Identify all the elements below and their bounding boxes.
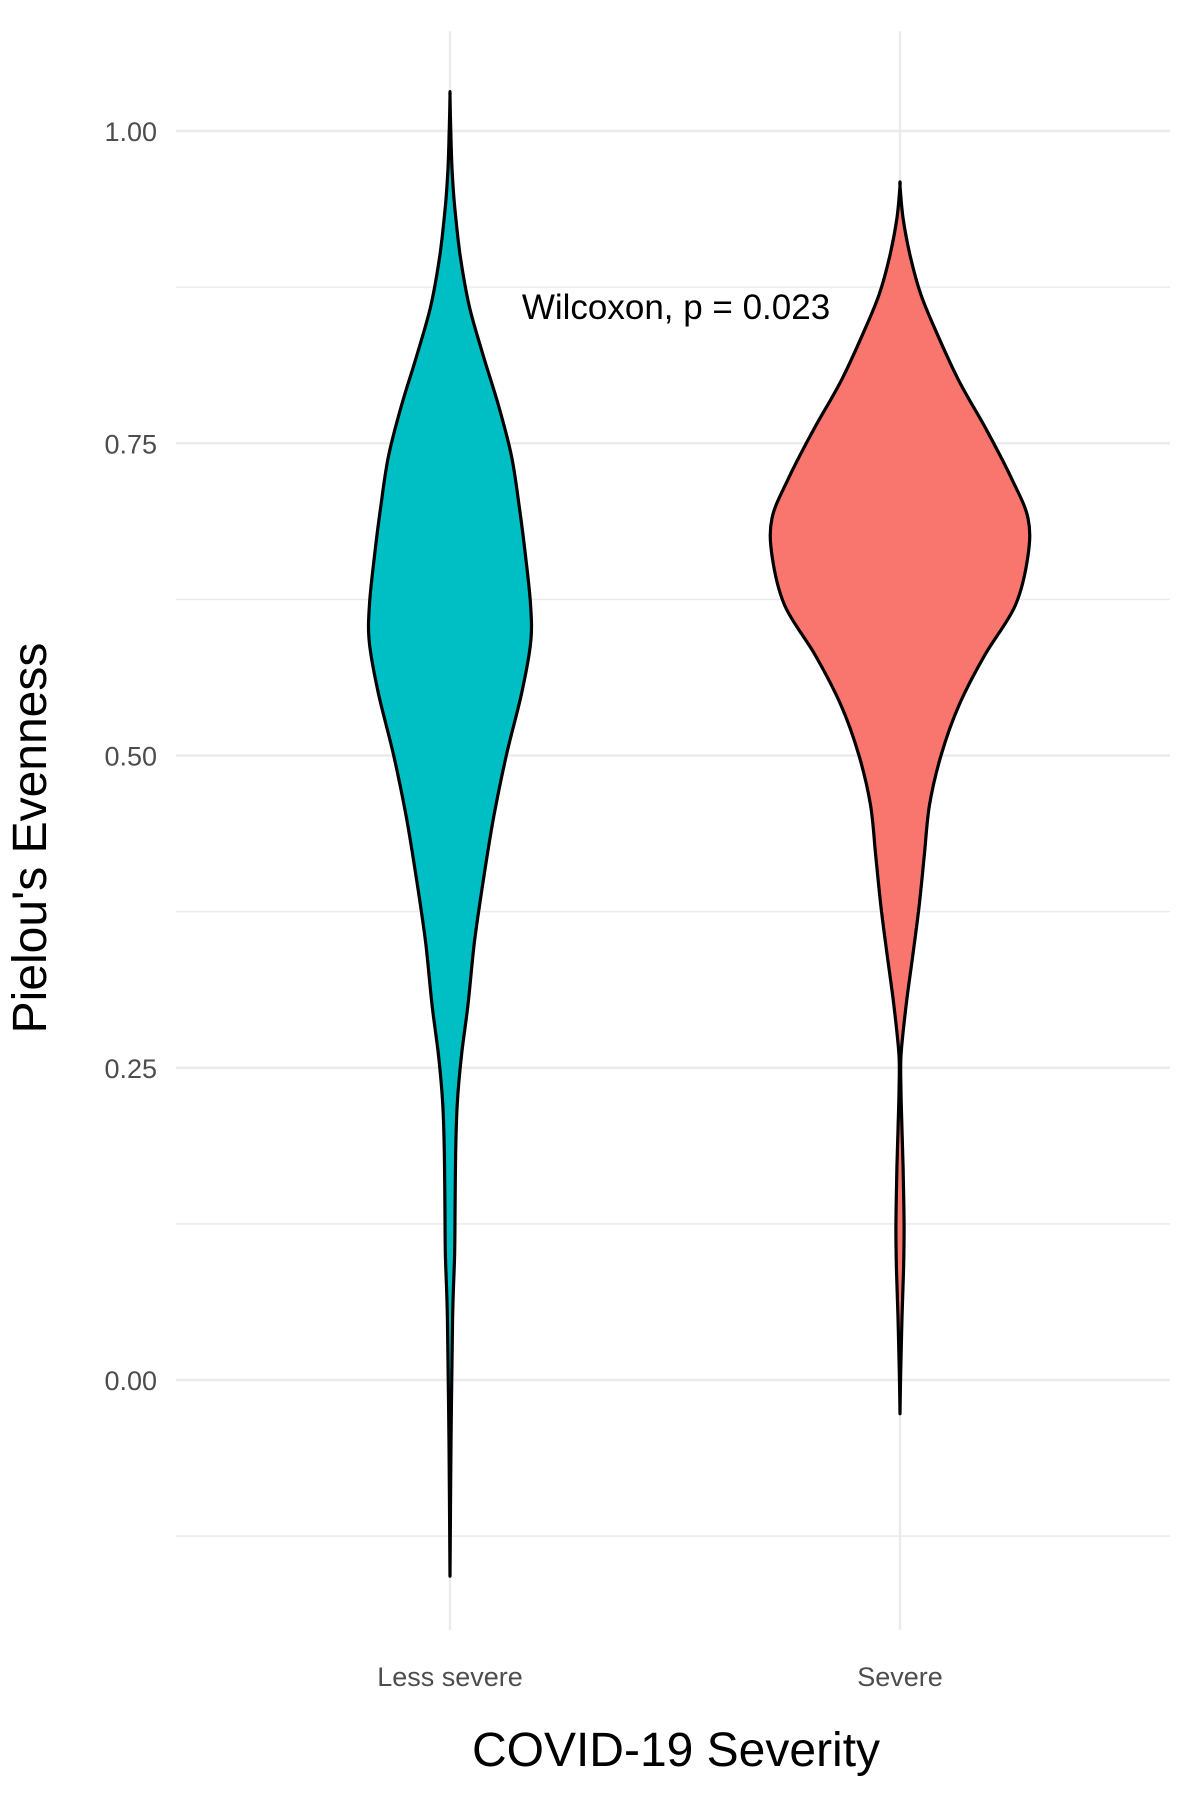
violin-severe: [768, 180, 1032, 1416]
grid-lines: [176, 31, 1170, 1630]
y-tick-label: 0.50: [104, 742, 157, 772]
y-axis-ticks: 0.00 0.25 0.50 0.75 1.00: [104, 117, 157, 1396]
y-tick-label: 1.00: [104, 117, 157, 147]
x-axis-ticks: Less severe Severe: [377, 1662, 943, 1692]
violins: [366, 90, 1032, 1578]
x-tick-label: Severe: [857, 1662, 943, 1692]
y-tick-label: 0.75: [104, 429, 157, 459]
x-tick-label: Less severe: [377, 1662, 523, 1692]
y-tick-label: 0.00: [104, 1366, 157, 1396]
x-axis-title: COVID-19 Severity: [472, 1724, 880, 1777]
y-axis-title: Pielou's Evenness: [4, 643, 57, 1034]
y-tick-label: 0.25: [104, 1054, 157, 1084]
violin-less-severe: [366, 90, 534, 1578]
wilcoxon-annotation: Wilcoxon, p = 0.023: [522, 288, 830, 327]
